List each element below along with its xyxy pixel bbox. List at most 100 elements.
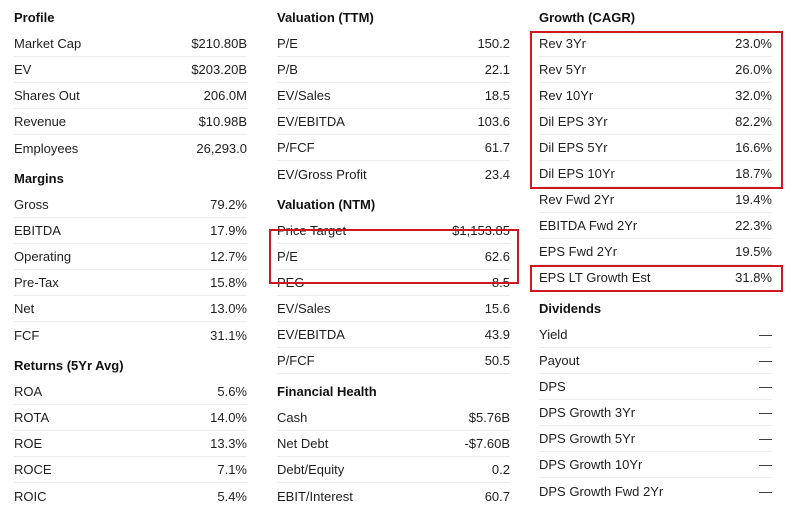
table-row: FCF 31.1% xyxy=(14,322,247,348)
row-label: EV/Gross Profit xyxy=(277,166,367,182)
column-right: Growth (CAGR) Rev 3Yr 23.0% Rev 5Yr 26.0% … xyxy=(530,0,783,504)
row-value: 19.4% xyxy=(735,192,772,207)
growth-rows: Rev 3Yr 23.0% Rev 5Yr 26.0% Rev 10Yr 32.0% … xyxy=(530,31,783,292)
table-row: Net Debt -$7.60B xyxy=(277,431,510,457)
row-value: 17.9% xyxy=(210,223,247,238)
row-value: 50.5 xyxy=(484,353,510,368)
row-value: 43.9 xyxy=(484,327,510,342)
section-title-growth: Growth (CAGR) xyxy=(539,10,636,25)
table-row: Cash $5.76B xyxy=(277,405,510,431)
row-value: — xyxy=(759,431,772,446)
row-label: ROTA xyxy=(14,410,50,425)
row-label: Gross xyxy=(14,197,49,212)
table-row: Market Cap $210.80B xyxy=(14,31,247,57)
table-row: EV/Gross Profit 23.4 xyxy=(277,161,510,187)
row-label: EBIT/Interest xyxy=(277,488,353,504)
table-row: EPS Fwd 2Yr 19.5% xyxy=(539,239,772,265)
returns-rows: ROA 5.6% ROTA 14.0% ROE 13.3% ROCE 7.1% ROIC… xyxy=(14,379,247,509)
row-value: 206.0M xyxy=(203,88,247,103)
section-title-valuation-ttm: Valuation (TTM) xyxy=(277,10,374,25)
section-title-profile: Profile xyxy=(14,10,55,25)
table-row: Employees 26,293.0 xyxy=(14,135,247,161)
section-title-returns: Returns (5Yr Avg) xyxy=(14,358,124,373)
table-row: EV/Sales 18.5 xyxy=(277,83,510,109)
table-row: Operating 12.7% xyxy=(14,244,247,270)
row-value: 8.5 xyxy=(491,275,510,290)
table-row: Gross 79.2% xyxy=(14,192,247,218)
row-label: EBITDA xyxy=(14,223,61,238)
table-row: Rev 10Yr 32.0% xyxy=(539,83,772,109)
row-value: $5.76B xyxy=(468,410,510,425)
row-label: Net Debt xyxy=(277,436,329,451)
row-value: 31.8% xyxy=(735,270,772,285)
table-row: P/FCF 50.5 xyxy=(277,348,510,374)
row-value: 14.0% xyxy=(210,410,247,425)
row-label: Rev Fwd 2Yr xyxy=(539,192,615,207)
section-title-financial-health: Financial Health xyxy=(277,384,377,399)
row-label: Net xyxy=(14,301,35,316)
row-value: 16.6% xyxy=(735,140,772,155)
row-value: — xyxy=(759,483,772,499)
table-row: Dil EPS 5Yr 16.6% xyxy=(539,135,772,161)
row-value: 61.7 xyxy=(484,140,510,155)
valuation-ttm-rows: P/E 150.2 P/B 22.1 EV/Sales 18.5 EV/EBITDA 1… xyxy=(277,31,510,187)
row-label: ROCE xyxy=(14,462,52,477)
row-value: 32.0% xyxy=(735,88,772,103)
row-label: Rev 10Yr xyxy=(539,88,594,103)
row-label: EV/EBITDA xyxy=(277,327,345,342)
row-label: Yield xyxy=(539,327,568,342)
row-label: DPS Growth 3Yr xyxy=(539,405,636,420)
profile-rows: Market Cap $210.80B EV $203.20B Shares Out… xyxy=(14,31,247,161)
row-label: EV/EBITDA xyxy=(277,114,345,129)
row-value: 60.7 xyxy=(484,488,510,504)
row-label: P/E xyxy=(277,36,298,51)
table-row: EBITDA Fwd 2Yr 22.3% xyxy=(539,213,772,239)
table-row: Dil EPS 3Yr 82.2% xyxy=(539,109,772,135)
table-row: Rev 3Yr 23.0% xyxy=(539,31,772,57)
table-row: Net 13.0% xyxy=(14,296,247,322)
row-value: 22.3% xyxy=(735,218,772,233)
table-row: PEG 8.5 xyxy=(277,270,510,296)
row-label: DPS xyxy=(539,379,566,394)
row-label: Revenue xyxy=(14,114,67,129)
row-value: 26,293.0 xyxy=(196,140,247,156)
table-row: Pre-Tax 15.8% xyxy=(14,270,247,296)
row-label: Payout xyxy=(539,353,580,368)
table-row: Dil EPS 10Yr 18.7% xyxy=(539,161,772,187)
row-value: 22.1 xyxy=(484,62,510,77)
row-label: P/FCF xyxy=(277,140,315,155)
financial-health-rows: Cash $5.76B Net Debt -$7.60B Debt/Equity 0.… xyxy=(277,405,510,509)
column-middle: Valuation (TTM) P/E 150.2 P/B 22.1 EV/Sale… xyxy=(269,0,519,509)
row-value: 15.6 xyxy=(484,301,510,316)
table-row: P/E 62.6 xyxy=(277,244,510,270)
row-label: EV/Sales xyxy=(277,88,331,103)
row-value: 79.2% xyxy=(210,197,247,212)
row-label: Cash xyxy=(277,410,308,425)
row-value: 5.4% xyxy=(217,488,247,504)
row-value: 13.3% xyxy=(210,436,247,451)
row-label: DPS Growth 5Yr xyxy=(539,431,636,446)
column-left: Profile Market Cap $210.80B EV $203.20B Sh… xyxy=(14,0,247,509)
row-label: EV xyxy=(14,62,32,77)
row-value: 12.7% xyxy=(210,249,247,264)
section-title-dividends: Dividends xyxy=(539,301,602,316)
table-row: EBIT/Interest 60.7 xyxy=(277,483,510,509)
margins-rows: Gross 79.2% EBITDA 17.9% Operating 12.7% Pr… xyxy=(14,192,247,348)
table-row: DPS Growth 10Yr — xyxy=(539,452,772,478)
table-row: DPS Growth Fwd 2Yr — xyxy=(539,478,772,504)
table-row: P/B 22.1 xyxy=(277,57,510,83)
dividends-rows: Yield — Payout — DPS — DPS Growth 3Yr — DPS … xyxy=(539,322,772,504)
row-label: Pre-Tax xyxy=(14,275,59,290)
row-value: 15.8% xyxy=(210,275,247,290)
table-row: ROA 5.6% xyxy=(14,379,247,405)
row-value: — xyxy=(759,379,772,394)
row-value: 26.0% xyxy=(735,62,772,77)
row-label: ROIC xyxy=(14,488,47,504)
row-label: Debt/Equity xyxy=(277,462,345,477)
section-title-margins: Margins xyxy=(14,171,64,186)
row-value: $1,153.85 xyxy=(452,223,510,238)
row-label: Market Cap xyxy=(14,36,82,51)
row-value: 13.0% xyxy=(210,301,247,316)
row-value: 62.6 xyxy=(484,249,510,264)
row-value: 5.6% xyxy=(217,384,247,399)
